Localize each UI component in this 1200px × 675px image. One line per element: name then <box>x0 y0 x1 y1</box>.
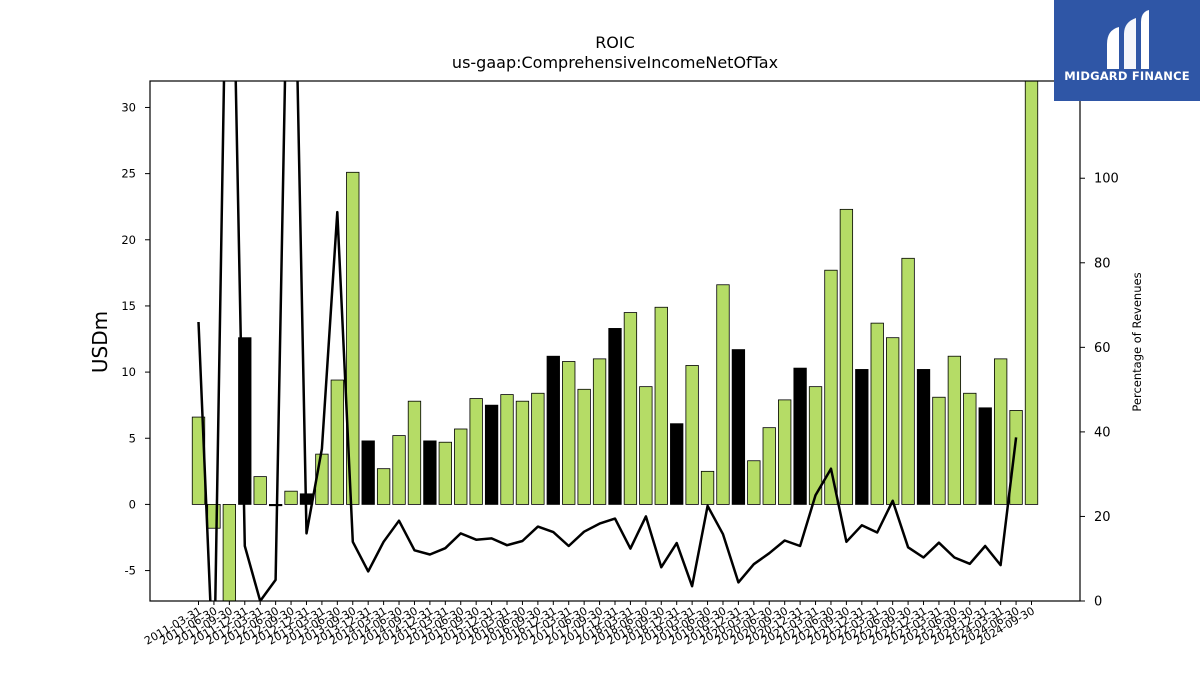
y2-axis-label: Percentage of Revenues <box>1130 272 1144 411</box>
bar-2017-03-31 <box>562 361 576 505</box>
y-tick-label: 0 <box>129 497 136 511</box>
bar-2023-03-31 <box>932 396 946 505</box>
bar-2019-03-31 <box>685 365 699 505</box>
bar-2016-12-31 <box>546 355 560 505</box>
bar-2014-03-31 <box>376 468 391 505</box>
bar-2018-06-30 <box>639 386 653 505</box>
y-tick-label: 30 <box>121 100 136 114</box>
bar-2021-03-31 <box>808 386 823 505</box>
y-tick-label: 20 <box>121 233 136 247</box>
line-series-group <box>197 81 1018 601</box>
chart-subtitle: us-gaap:ComprehensiveIncomeNetOfTax <box>452 53 778 72</box>
logo-mark-icon <box>1107 10 1149 69</box>
bar-2017-09-30 <box>592 358 607 505</box>
bar-2024-03-31 <box>993 358 1008 505</box>
bar-2015-12-31 <box>484 404 499 505</box>
bar-2017-12-31 <box>608 328 622 505</box>
y2-tick-label: 80 <box>1094 256 1111 271</box>
bar-2012-09-30 <box>284 490 298 505</box>
y-tick-label: 10 <box>121 365 136 379</box>
brand-logo: MIDGARD FINANCE <box>1054 0 1200 101</box>
bar-2011-06-30 <box>207 504 221 529</box>
bar-2022-09-30 <box>901 257 915 505</box>
bar-2022-06-30 <box>886 337 900 505</box>
bar-2012-06-30 <box>268 504 283 507</box>
bar-2021-09-30 <box>839 208 854 505</box>
bar-2016-06-30 <box>515 400 530 505</box>
bar-2019-09-30 <box>716 284 730 505</box>
bar-2020-09-30 <box>778 399 792 505</box>
brand-name: MIDGARD FINANCE <box>1064 69 1190 83</box>
bar-2015-06-30 <box>454 428 468 505</box>
bar-2024-09-30 <box>1024 81 1039 505</box>
bar-2013-06-30 <box>330 379 344 505</box>
y-axis-label: USDm <box>88 311 112 373</box>
bar-2019-06-30 <box>700 470 715 505</box>
bar-2019-12-31 <box>731 349 746 505</box>
bar-2016-09-30 <box>531 392 545 505</box>
bar-2023-06-30 <box>947 355 962 505</box>
y2-tick-label: 100 <box>1094 172 1119 187</box>
bar-2018-03-31 <box>623 312 638 505</box>
bar-2017-06-30 <box>577 388 591 505</box>
bar-2023-12-31 <box>978 407 992 505</box>
bar-series <box>191 81 1039 601</box>
bar-2014-06-30 <box>392 435 406 505</box>
bar-2018-12-31 <box>670 423 684 505</box>
bar-2023-09-30 <box>963 392 977 505</box>
y2-tick-label: 0 <box>1094 595 1102 610</box>
bar-2022-12-31 <box>916 369 931 505</box>
percentage-line <box>197 81 1018 601</box>
bar-2014-09-30 <box>407 400 422 505</box>
y-tick-label: 5 <box>129 431 136 445</box>
bar-2012-03-31 <box>253 476 267 505</box>
axes: -50510152025300204060801002011-03-312011… <box>121 80 1119 648</box>
bar-2014-12-31 <box>423 440 437 505</box>
y2-tick-label: 60 <box>1094 341 1111 356</box>
bar-2024-06-30 <box>1009 410 1023 505</box>
y2-tick-label: 20 <box>1094 510 1111 525</box>
bar-2011-09-30 <box>222 504 237 601</box>
bar-2020-12-31 <box>793 367 807 505</box>
bar-2013-09-30 <box>346 171 360 505</box>
bar-2021-12-31 <box>855 369 869 505</box>
bar-2020-03-31 <box>747 460 761 505</box>
bar-2016-03-31 <box>500 394 514 505</box>
bar-2020-06-30 <box>762 427 776 505</box>
bar-2022-03-31 <box>870 322 884 505</box>
chart-title: ROIC <box>595 33 635 52</box>
y-tick-label: -5 <box>125 564 136 578</box>
y-tick-label: 15 <box>121 299 136 313</box>
bar-2021-06-30 <box>824 269 838 505</box>
bar-2013-12-31 <box>361 440 375 505</box>
bar-2018-09-30 <box>654 306 668 505</box>
y-tick-label: 25 <box>121 167 136 181</box>
bar-2015-03-31 <box>438 441 452 505</box>
y2-tick-label: 40 <box>1094 425 1111 440</box>
bar-2015-09-30 <box>469 398 483 505</box>
